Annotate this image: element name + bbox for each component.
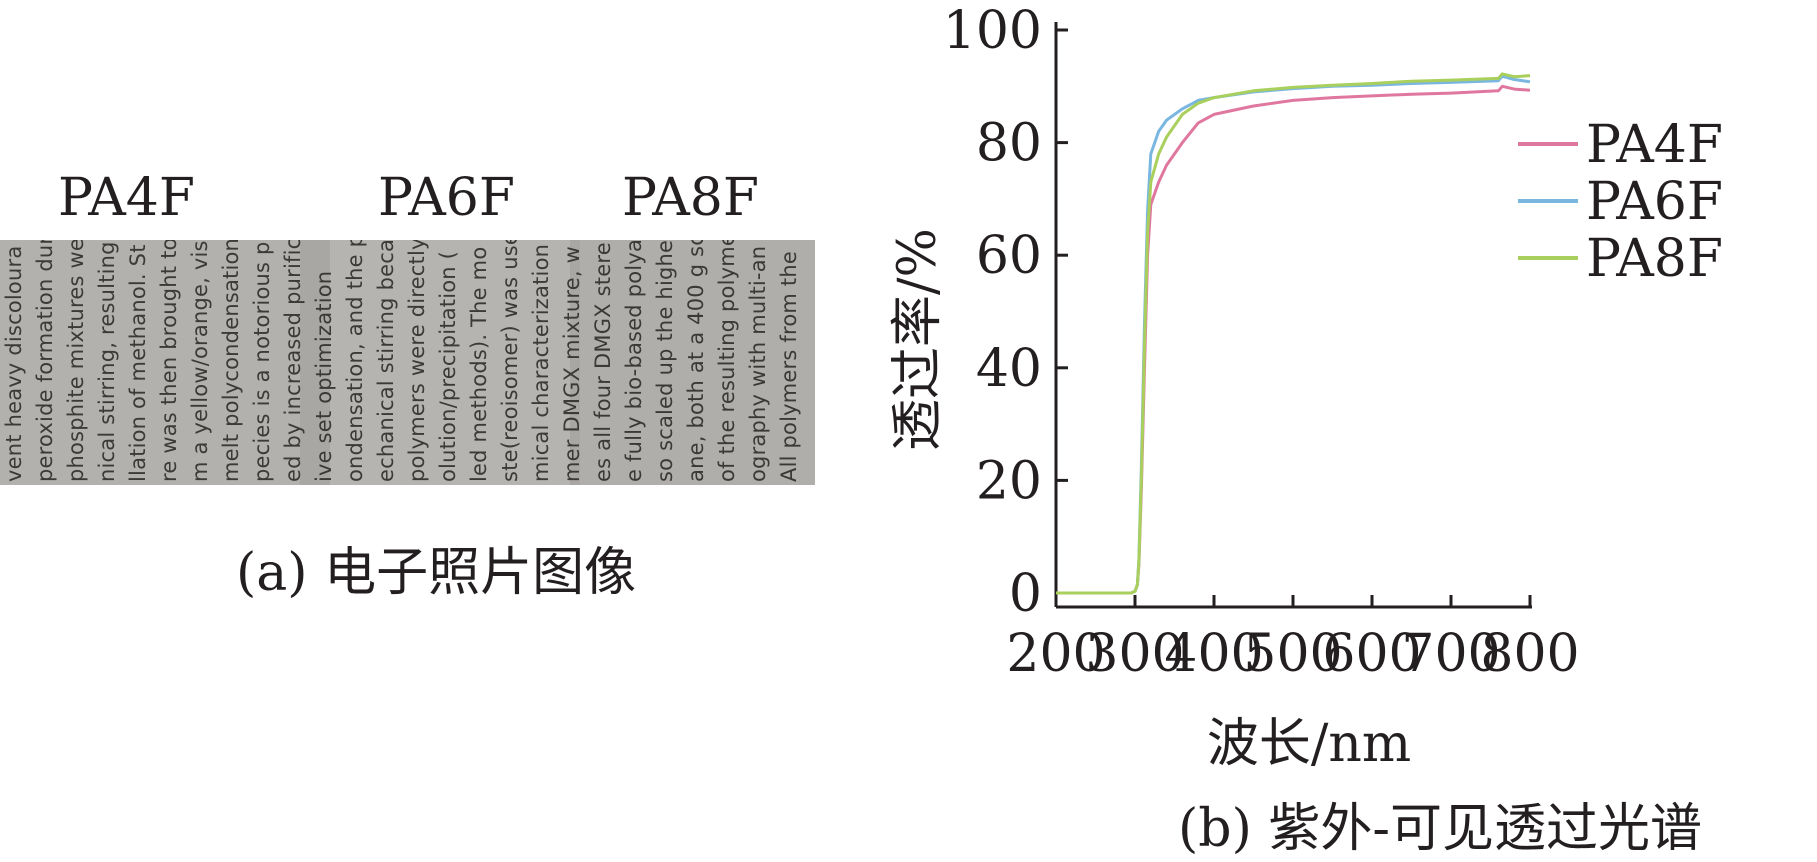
film-label-pa4f: PA4F [58, 168, 195, 228]
photo-text-line: ondensation, and the po [343, 240, 367, 482]
series-line-pa8f [1056, 72, 1531, 595]
x-tick-label: 300 [1085, 624, 1184, 684]
photo-text-line: so scaled up the highe [653, 240, 677, 482]
photo-text-line: phosphite mixtures we [64, 240, 88, 482]
x-tick-label: 800 [1480, 624, 1579, 684]
photo-text-line: led methods). The mo [467, 246, 491, 482]
series-line-pa4f [1056, 84, 1531, 595]
y-tick-label: 80 [976, 114, 1042, 174]
caption-a: (a) 电子照片图像 [236, 543, 637, 603]
photo-text-line: of the resulting polyme [715, 240, 739, 482]
photo-text-line: ography with multi-an [746, 245, 770, 482]
x-tick-label: 200 [1006, 624, 1105, 684]
caption-b: (b) 紫外-可见透过光谱 [1178, 799, 1702, 859]
photo-panel: PA4F PA6F PA8F vent heavy discoloura pero… [0, 0, 860, 862]
photo-text-line: nical stirring, resulting [95, 241, 119, 482]
x-tick-label: 400 [1164, 624, 1263, 684]
x-tick-label: 500 [1243, 624, 1342, 684]
film-label-pa8f: PA8F [622, 168, 759, 228]
photo-text-line: olution/precipitation ( [436, 250, 460, 482]
photo-text-line: ane, both at a 400 g sca [684, 240, 708, 482]
series-line-pa6f [1056, 74, 1531, 595]
x-tick-label: 600 [1322, 624, 1421, 684]
film-photo: vent heavy discoloura peroxide formation … [0, 240, 815, 485]
photo-text-line: mer DMGX mixture, w [560, 246, 584, 482]
x-axis-title: 波长/nm [1207, 714, 1411, 774]
photo-text-line: llation of methanol. St [126, 244, 150, 482]
x-tick-label: 700 [1401, 624, 1500, 684]
photo-text-line: re was then brought to [157, 240, 181, 482]
y-tick-label: 20 [976, 451, 1042, 511]
photo-text-line: peroxide formation dur [33, 240, 57, 482]
film-label-pa6f: PA6F [378, 168, 515, 228]
photo-text-line: e fully bio-based polyan [622, 240, 646, 482]
legend-label: PA6F [1586, 172, 1723, 232]
photo-text-line: es all four DMGX stere [591, 242, 615, 482]
photo-text-line: ive set optimization [312, 270, 336, 482]
y-axis-title: 透过率/% [888, 228, 948, 451]
photo-text-line: mical characterization [529, 243, 553, 482]
photo-text-line: m a yellow/orange, vis [188, 240, 212, 482]
y-tick-label: 40 [976, 339, 1042, 399]
chart-panel: 0 20 40 60 80 100 200 300 400 500 600 700 800 波长/nm 透过… [860, 0, 1817, 862]
photo-text-line: vent heavy discoloura [2, 245, 26, 482]
photo-text-line: polymers were directly [405, 240, 429, 482]
legend-label: PA4F [1586, 115, 1723, 175]
film-strip-pa4f [0, 240, 300, 485]
y-tick-label: 0 [1009, 564, 1042, 624]
photo-text-line: pecies is a notorious pr [250, 240, 274, 482]
film-strip-pa8f [580, 240, 815, 485]
film-strip-pa6f [330, 240, 570, 485]
y-tick-label: 100 [943, 1, 1042, 61]
legend-label: PA8F [1586, 229, 1723, 289]
photo-text-line: melt polycondensation [219, 240, 243, 482]
y-tick-label: 60 [976, 226, 1042, 286]
photo-text-line: All polymers from the [777, 251, 801, 482]
photo-text-line: ed by increased purific [281, 240, 305, 482]
photo-text-line: ste(reoisomer) was used [498, 240, 522, 482]
photo-text-line: echanical stirring becar [374, 240, 398, 482]
